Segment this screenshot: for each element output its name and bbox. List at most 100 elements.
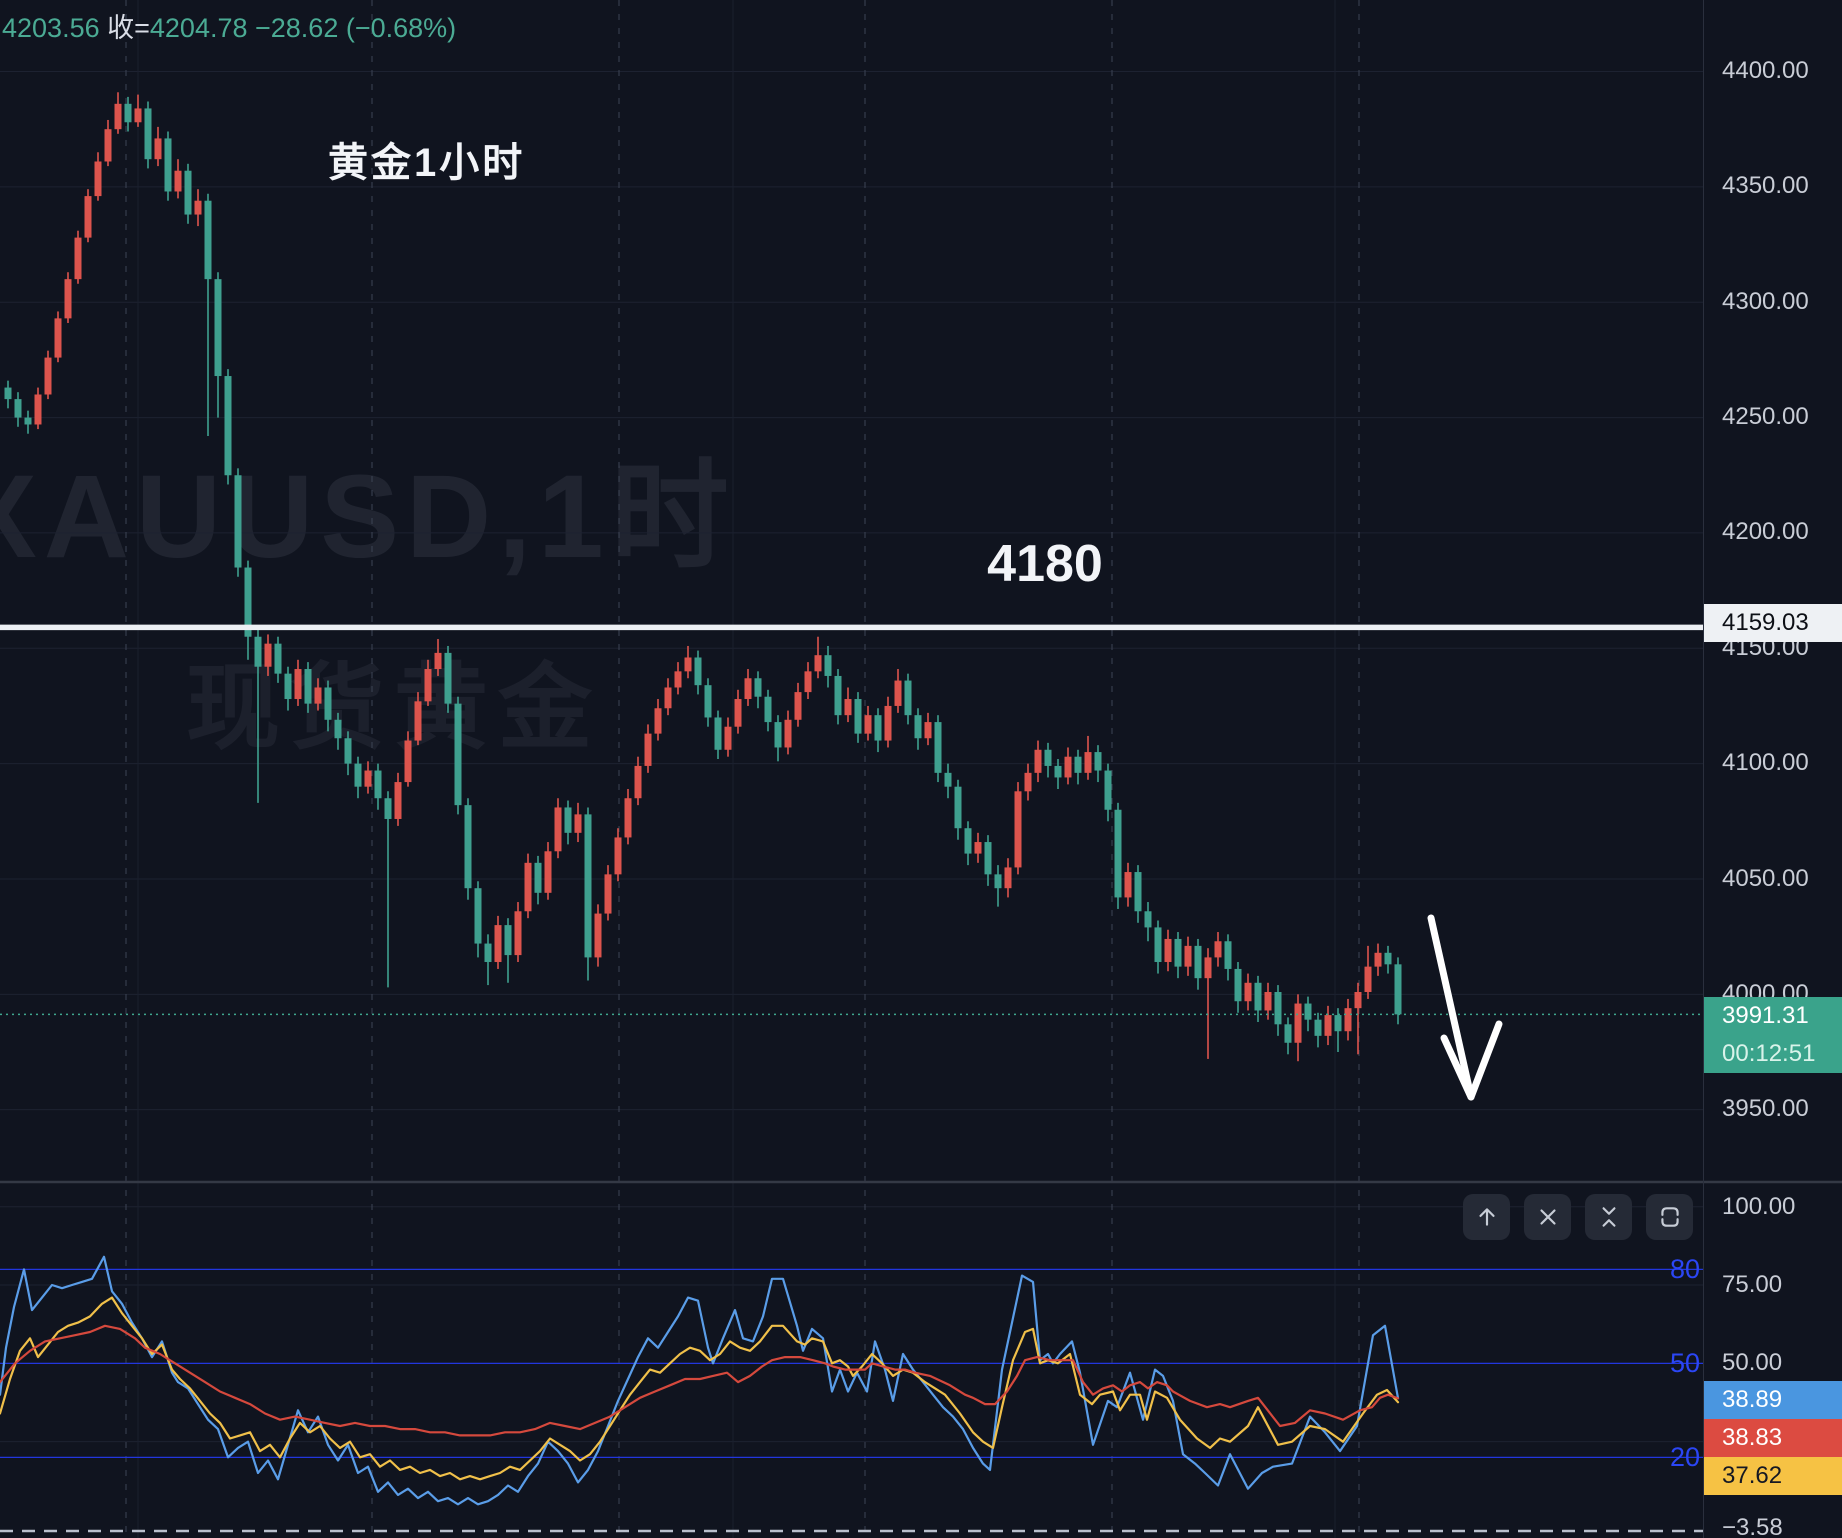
candle-body — [964, 828, 972, 854]
osc-yellow-price-chip: 37.62 — [1704, 1457, 1842, 1495]
candle-body — [374, 770, 382, 799]
osc-red-price-chip: 38.83 — [1704, 1419, 1842, 1457]
candle-body — [954, 786, 962, 829]
candle-body — [744, 678, 752, 700]
candle-body — [694, 657, 702, 686]
last-price-price-chip: 3991.31 — [1704, 997, 1842, 1035]
candle-body — [454, 703, 462, 806]
candle-body — [314, 687, 322, 704]
candle-body — [854, 699, 862, 734]
axis-label: 75.00 — [1722, 1271, 1783, 1298]
candle-body — [1394, 964, 1402, 1015]
candle-body — [1084, 752, 1092, 773]
candle-body — [404, 740, 412, 783]
candle-body — [584, 814, 592, 958]
candle-body — [944, 772, 952, 787]
axis-label: 4200.00 — [1722, 518, 1809, 545]
candle-body — [934, 722, 942, 773]
candle-body — [1274, 992, 1282, 1025]
candle-body — [634, 765, 642, 799]
candle-body — [64, 279, 72, 319]
candle-body — [204, 200, 212, 280]
candle-body — [1344, 1008, 1352, 1032]
candle-body — [884, 705, 892, 741]
axis-label: 4050.00 — [1722, 865, 1809, 892]
candle-body — [724, 726, 732, 750]
axis-label: −3.58 — [1722, 1514, 1783, 1538]
pane-move-up-button[interactable] — [1463, 1194, 1510, 1240]
candle-body — [1054, 765, 1062, 778]
level-annotation-text[interactable]: 4180 — [987, 535, 1103, 593]
price-axis-border — [1703, 0, 1704, 1538]
candle-body — [344, 738, 352, 764]
candle-body — [904, 680, 912, 716]
candle-body — [1264, 992, 1272, 1011]
arrow-drawing[interactable] — [1427, 914, 1503, 1101]
axis-label: 100.00 — [1722, 1193, 1796, 1220]
candle-body — [974, 842, 982, 854]
arrow-segment — [1427, 914, 1474, 1096]
candle-body — [1284, 1024, 1292, 1043]
candle-body — [914, 715, 922, 739]
pane-close-button[interactable] — [1524, 1194, 1571, 1240]
candle-body — [644, 733, 652, 766]
arrow-up-icon — [1478, 1208, 1495, 1226]
candle-body — [104, 129, 112, 162]
axis-label: 4400.00 — [1722, 57, 1809, 84]
candle-body — [324, 687, 332, 720]
candle-body — [514, 911, 522, 956]
axis-label: 3950.00 — [1722, 1095, 1809, 1122]
pane-maximize-button[interactable] — [1646, 1194, 1693, 1240]
candle-body — [824, 655, 832, 676]
legend-part: 4203.56 — [2, 13, 108, 43]
candle-body — [894, 680, 902, 706]
legend-part: 4204.78 — [149, 13, 255, 43]
candle-body — [784, 719, 792, 748]
candle-body — [444, 652, 452, 704]
candle-body — [1304, 1003, 1312, 1020]
candle-body — [754, 678, 762, 697]
candle-body — [1024, 772, 1032, 792]
osc-level-label: 50 — [1669, 1348, 1700, 1378]
candle-body — [1044, 749, 1052, 766]
pane-collapse-button[interactable] — [1585, 1194, 1632, 1240]
candle-body — [874, 715, 882, 741]
candle-body — [84, 196, 92, 238]
candle-body — [464, 805, 472, 889]
candle-body — [624, 798, 632, 838]
candle-body — [764, 696, 772, 723]
candle-body — [564, 807, 572, 833]
arrow-segment — [1440, 1034, 1475, 1101]
osc-line-red-slow — [0, 1324, 1400, 1437]
candle-body — [34, 394, 42, 425]
candle-body — [184, 170, 192, 215]
candle-body — [394, 782, 402, 819]
candle-body — [124, 103, 132, 123]
candle-body — [1014, 791, 1022, 868]
candle-body — [664, 687, 672, 709]
candle-body — [554, 807, 562, 852]
candle-body — [1204, 957, 1212, 979]
candle-body — [494, 925, 502, 963]
candle-body — [654, 708, 662, 734]
candle-body — [254, 636, 262, 667]
candle-body — [1154, 927, 1162, 963]
candle-body — [804, 671, 812, 693]
candle-body — [54, 318, 62, 358]
candle-body — [74, 237, 82, 280]
candle-body — [414, 701, 422, 741]
candle-body — [1134, 872, 1142, 912]
candle-body — [614, 837, 622, 875]
candle-body — [1354, 992, 1362, 1009]
osc-line-blue-fast — [0, 1255, 1400, 1506]
candle-body — [1174, 938, 1182, 967]
candle-body — [44, 357, 52, 395]
candle-body — [1114, 809, 1122, 898]
candle-body — [224, 376, 232, 476]
candle-body — [524, 862, 532, 912]
candle-body — [174, 170, 182, 192]
candle-body — [134, 108, 142, 123]
candle-body — [384, 798, 392, 819]
arrow-segment — [1467, 1020, 1503, 1101]
